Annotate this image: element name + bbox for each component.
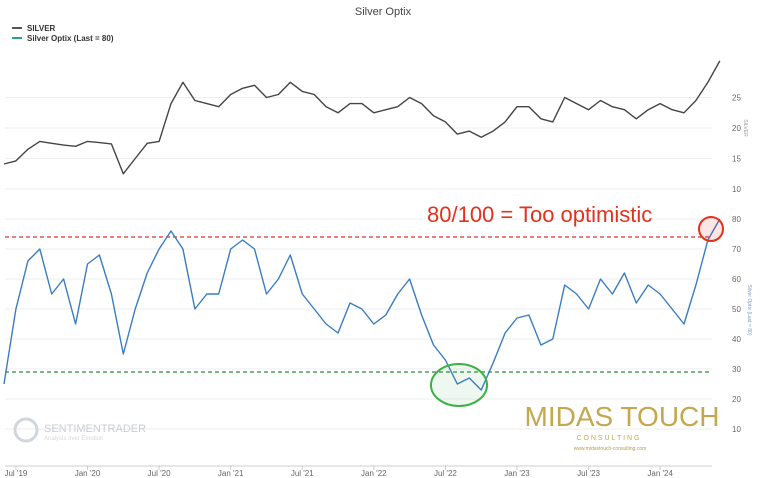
x-tick-label: Jan '20	[75, 469, 101, 478]
y-tick-label: 25	[732, 94, 741, 103]
chart-title: Silver Optix	[355, 6, 412, 18]
x-tick-label: Jan '21	[218, 469, 244, 478]
x-tick-label: Jan '22	[361, 469, 387, 478]
sentimentrader-tagline: Analysis over Emotion	[44, 436, 103, 442]
legend-label-silver[interactable]: SILVER	[27, 24, 56, 33]
legend: SILVER Silver Optix (Last = 80)	[12, 24, 114, 43]
x-tick-label: Jul '22	[434, 469, 457, 478]
x-tick-label: Jan '24	[647, 469, 673, 478]
y-tick-label: 20	[732, 395, 741, 404]
series-line-optix	[3, 218, 721, 391]
sentimentrader-logo-icon	[13, 417, 39, 443]
legend-label-optix[interactable]: Silver Optix (Last = 80)	[27, 34, 114, 43]
annotation-circle-red	[698, 216, 724, 242]
y-tick-label: 60	[732, 275, 741, 284]
y-tick-label: 15	[732, 155, 741, 164]
sentimentrader-watermark: SENTIMENTRADER	[44, 423, 146, 435]
series-lines	[3, 60, 721, 391]
y-tick-label: 30	[732, 365, 741, 374]
x-tick-label: Jul '20	[148, 469, 171, 478]
annotation-text: 80/100 = Too optimistic	[427, 202, 652, 227]
midas-url-text: www.midastouch-consulting.com	[574, 446, 647, 452]
axes: 10 15 20 25 10 20 30 40 50 60 70 80 Jul '19 Jan '20 Ju…	[4, 94, 741, 478]
midas-touch-watermark: MIDAS TOUCH	[525, 401, 720, 432]
y-tick-label: 10	[732, 185, 741, 194]
series-line-silver	[3, 60, 721, 175]
y-tick-label: 10	[732, 425, 741, 434]
x-tick-label: Jul '23	[577, 469, 600, 478]
midas-consulting-text: C O N S U L T I N G	[577, 435, 640, 442]
y-tick-label: 50	[732, 305, 741, 314]
y-tick-label: 80	[732, 215, 741, 224]
y-tick-label: 70	[732, 245, 741, 254]
x-tick-label: Jan '23	[504, 469, 530, 478]
x-tick-label: Jul '19	[4, 469, 27, 478]
x-tick-label: Jul '21	[291, 469, 314, 478]
gridlines	[5, 97, 712, 430]
optix-axis-label: Silver Optix (Last = 80)	[746, 285, 752, 336]
annotation-circle-green	[430, 363, 488, 407]
watermarks: SENTIMENTRADER Analysis over Emotion MID…	[13, 401, 720, 452]
reference-lines	[5, 236, 712, 373]
silver-axis-label: SILVER	[742, 119, 748, 137]
y-tick-label: 40	[732, 335, 741, 344]
y-tick-label: 20	[732, 124, 741, 133]
